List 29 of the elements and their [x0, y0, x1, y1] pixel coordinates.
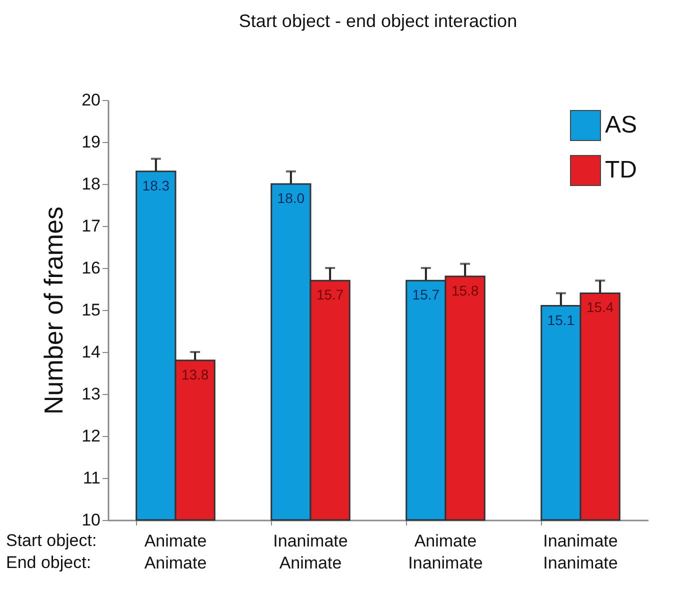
data-label: 15.7: [412, 286, 440, 303]
y-tick-label: 12: [82, 426, 100, 446]
y-tick-label: 14: [82, 342, 100, 362]
text: Start object:: [6, 531, 97, 550]
y-tick-label: 17: [82, 216, 100, 236]
legend-label: TD: [605, 156, 637, 184]
y-tick-label: 18: [82, 174, 100, 194]
y-tick-label: 10: [82, 510, 100, 530]
y-axis-title: Number of frames: [38, 206, 69, 415]
y-tick-label: 16: [82, 258, 100, 278]
x-tick-label: Animate Animate: [144, 532, 207, 572]
y-tick-label: 19: [82, 132, 100, 152]
y-tick-label: 13: [82, 384, 100, 404]
data-label: 15.1: [547, 312, 575, 328]
data-label: 15.8: [451, 282, 479, 298]
text: End object:: [6, 553, 92, 572]
chart-title: Start object - end object interaction: [238, 11, 518, 31]
legend-label: AS: [605, 112, 638, 138]
y-tick-label: 11: [82, 468, 100, 488]
y-tick-label: 20: [82, 90, 100, 110]
data-label: 18.0: [277, 190, 305, 206]
data-label: 15.4: [586, 299, 614, 316]
data-label: 18.3: [142, 177, 170, 194]
y-tick-label: 15: [82, 300, 100, 320]
x-tick-label: Animate Inanimate: [408, 532, 483, 572]
x-tick-label: Inanimate Inanimate: [543, 532, 618, 572]
x-tick-label: Inanimate Animate: [273, 532, 348, 572]
data-label: 13.8: [181, 366, 209, 382]
data-label: 15.7: [316, 286, 344, 303]
